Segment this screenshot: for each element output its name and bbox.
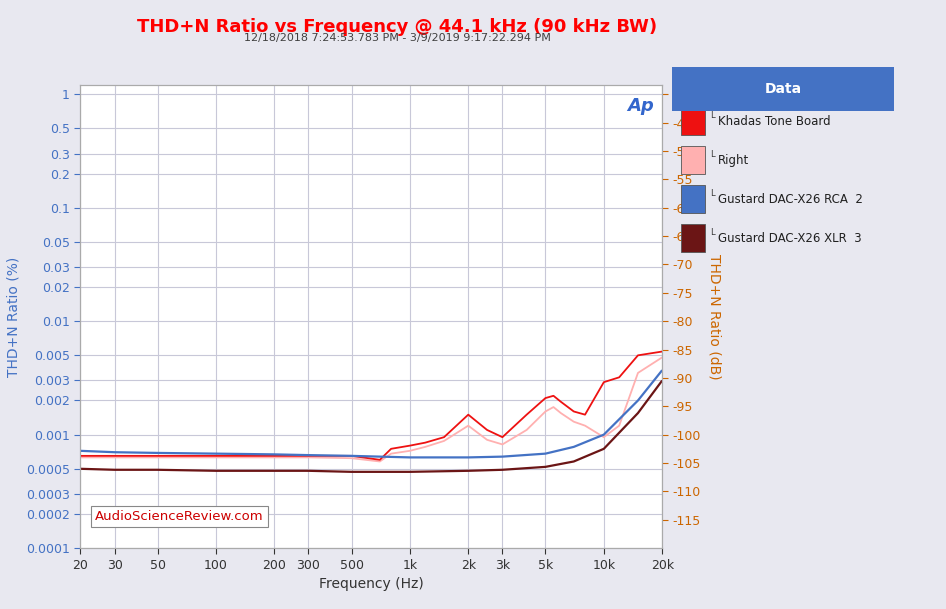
Text: AudioScienceReview.com: AudioScienceReview.com (95, 510, 264, 523)
Text: 12/18/2018 7:24:53.783 PM - 3/9/2019 9:17:22.294 PM: 12/18/2018 7:24:53.783 PM - 3/9/2019 9:1… (244, 33, 551, 43)
X-axis label: Frequency (Hz): Frequency (Hz) (319, 577, 424, 591)
Text: THD+N Ratio vs Frequency @ 44.1 kHz (90 kHz BW): THD+N Ratio vs Frequency @ 44.1 kHz (90 … (137, 18, 657, 37)
Text: Ap: Ap (626, 97, 654, 115)
Text: L: L (710, 150, 715, 159)
Text: Gustard DAC-X26 RCA  2: Gustard DAC-X26 RCA 2 (718, 193, 863, 206)
Bar (680, 185, 705, 213)
Text: L: L (710, 189, 715, 198)
Text: Right: Right (718, 154, 749, 167)
Text: L: L (710, 111, 715, 120)
Bar (680, 146, 705, 174)
Text: Data: Data (764, 82, 801, 96)
Bar (680, 224, 705, 253)
Y-axis label: THD+N Ratio (dB): THD+N Ratio (dB) (708, 254, 722, 379)
Y-axis label: THD+N Ratio (%): THD+N Ratio (%) (7, 256, 21, 377)
Text: Gustard DAC-X26 XLR  3: Gustard DAC-X26 XLR 3 (718, 232, 862, 245)
Text: Khadas Tone Board: Khadas Tone Board (718, 114, 831, 128)
Text: L: L (710, 228, 715, 237)
Bar (672, 67, 894, 111)
Bar (680, 107, 705, 135)
